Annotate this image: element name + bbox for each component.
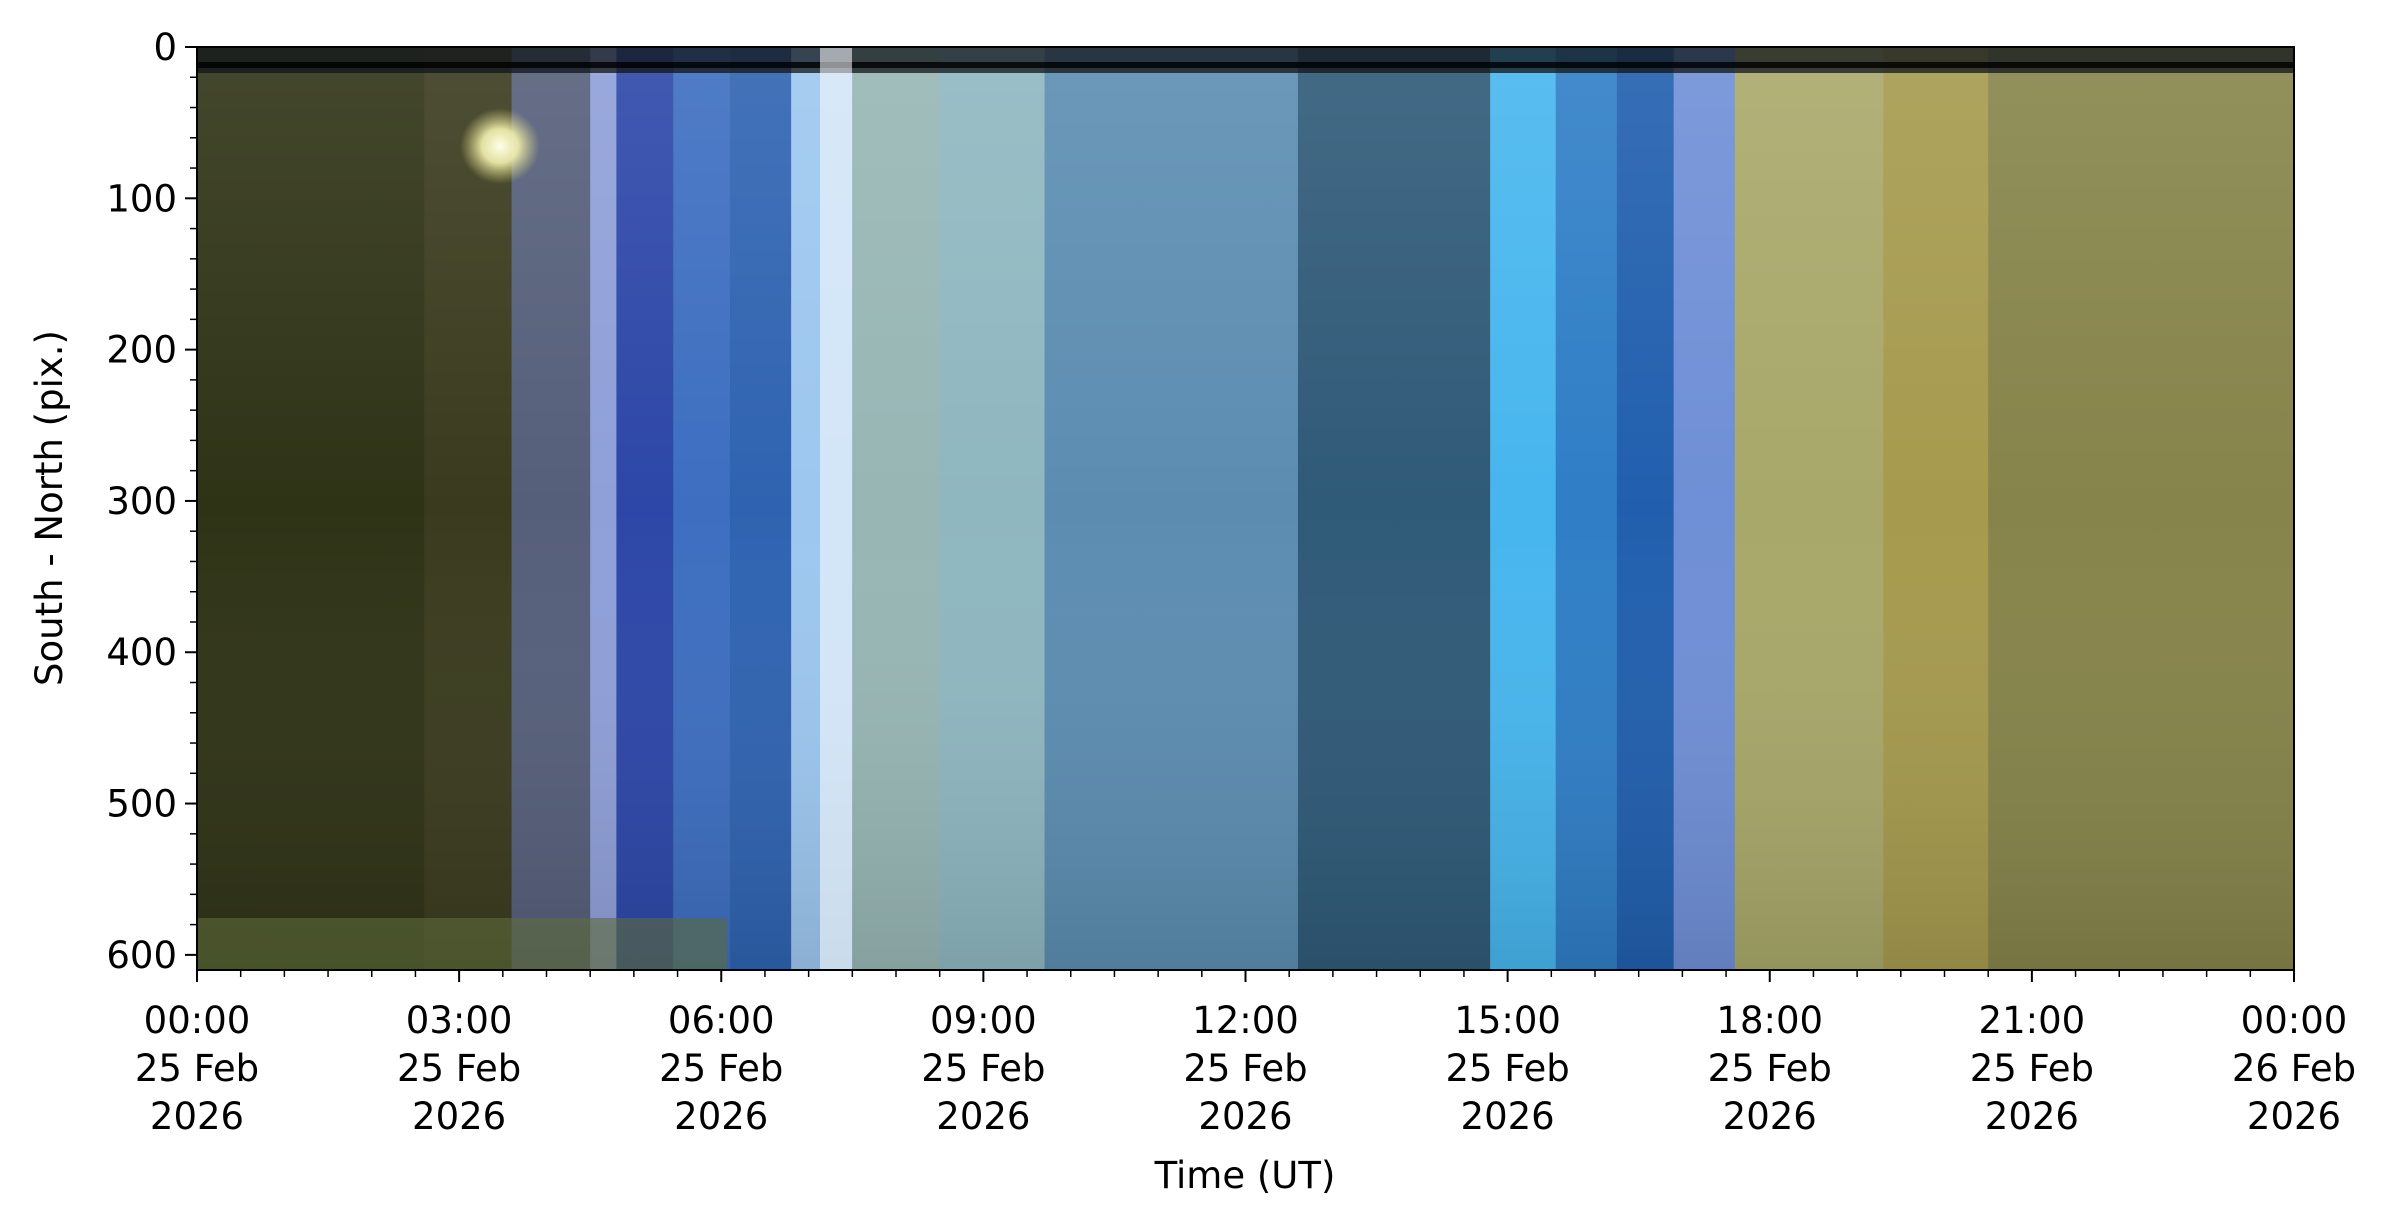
x-tick-label: 18:00 25 Feb 2026	[1708, 999, 1832, 1138]
y-tick-label: 0	[153, 26, 177, 69]
y-axis: 0 100 200 300 400 500 600	[106, 26, 197, 977]
x-tick-label: 00:00 26 Feb 2026	[2232, 999, 2356, 1138]
x-axis: 00:00 25 Feb 2026 03:00 25 Feb 2026 06:00 25 Fe…	[135, 970, 2356, 1138]
y-tick-label: 500	[106, 783, 177, 826]
x-tick-label: 09:00 25 Feb 2026	[921, 999, 1045, 1138]
x-axis-label: Time (UT)	[1154, 1154, 1336, 1197]
y-tick-label: 300	[106, 480, 177, 523]
y-axis-label: South - North (pix.)	[28, 330, 71, 686]
y-tick-label: 600	[106, 934, 177, 977]
keogram-overlay	[197, 47, 2294, 970]
x-tick-label: 12:00 25 Feb 2026	[1183, 999, 1307, 1138]
x-tick-label: 03:00 25 Feb 2026	[397, 999, 521, 1138]
x-tick-label: 00:00 25 Feb 2026	[135, 999, 259, 1138]
y-tick-label: 400	[106, 631, 177, 674]
x-tick-label: 15:00 25 Feb 2026	[1445, 999, 1569, 1138]
y-tick-label: 100	[106, 177, 177, 220]
y-tick-label: 200	[106, 329, 177, 372]
x-tick-label: 06:00 25 Feb 2026	[659, 999, 783, 1138]
x-tick-label: 21:00 25 Feb 2026	[1970, 999, 2094, 1138]
